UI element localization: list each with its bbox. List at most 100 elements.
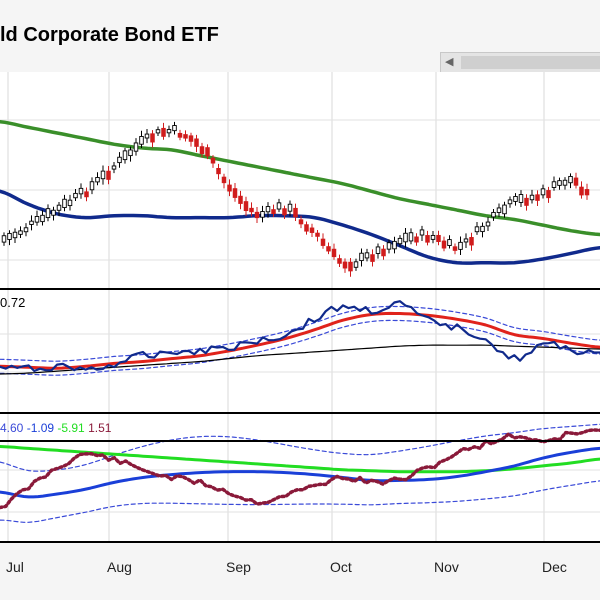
candlestick xyxy=(419,225,425,241)
candle-body xyxy=(23,227,29,233)
x-tick-label: Jul xyxy=(6,559,24,575)
candlestick xyxy=(243,196,249,217)
candlestick xyxy=(524,194,529,211)
candle-body xyxy=(205,147,210,157)
candlestick xyxy=(265,202,271,218)
candle-body xyxy=(188,135,194,142)
candlestick xyxy=(282,205,287,219)
candlestick xyxy=(447,235,452,249)
candlestick xyxy=(474,221,480,235)
candlestick xyxy=(348,258,353,277)
candlestick xyxy=(34,210,40,226)
rsi-upper-band xyxy=(0,305,600,362)
candle-body xyxy=(34,216,40,223)
candlestick xyxy=(73,189,78,202)
candlestick xyxy=(496,203,502,218)
candle-body xyxy=(100,170,106,180)
candlestick xyxy=(469,232,474,251)
candle-body xyxy=(254,211,260,219)
candlestick xyxy=(62,194,67,212)
title-bar: ld Corporate Bond ETF ◀ xyxy=(0,0,600,72)
candlestick xyxy=(370,249,375,267)
candlestick xyxy=(166,125,172,138)
candle-body xyxy=(155,129,161,134)
candle-body xyxy=(287,203,293,212)
candlestick xyxy=(106,165,111,185)
candlestick xyxy=(12,228,18,244)
candlestick xyxy=(89,177,95,195)
candle-body xyxy=(276,202,282,210)
candlestick xyxy=(100,165,106,185)
candlestick xyxy=(579,181,584,199)
candle-body xyxy=(133,142,139,152)
candle-body xyxy=(551,181,557,188)
candle-body xyxy=(463,238,469,243)
candle-body xyxy=(436,234,441,243)
candlestick xyxy=(529,189,535,204)
candle-body xyxy=(177,132,183,138)
scroll-thumb[interactable] xyxy=(461,56,600,69)
candle-body xyxy=(513,196,518,202)
scroll-left-arrow-icon[interactable]: ◀ xyxy=(445,56,454,68)
candlestick xyxy=(513,193,518,206)
candlestick xyxy=(7,230,12,246)
candlestick xyxy=(436,230,441,246)
candlestick xyxy=(249,202,254,217)
candle-body xyxy=(40,214,45,223)
candle-body xyxy=(320,238,326,246)
candle-body xyxy=(122,150,128,161)
candlestick xyxy=(56,201,62,217)
candle-body xyxy=(150,133,155,143)
candlestick xyxy=(381,245,386,260)
candlestick xyxy=(287,200,293,217)
candle-body xyxy=(579,186,584,196)
candle-body xyxy=(304,224,309,232)
candle-body xyxy=(480,225,485,233)
candlestick xyxy=(491,209,496,221)
candlestick xyxy=(551,176,557,191)
candlestick xyxy=(122,147,128,164)
candlestick xyxy=(216,163,221,180)
macd-value: 4.60 xyxy=(0,421,24,435)
candle-body xyxy=(353,261,359,268)
candle-body xyxy=(78,187,84,195)
horizontal-scrollbar[interactable]: ◀ xyxy=(440,52,600,72)
candle-body xyxy=(51,209,56,216)
candle-body xyxy=(331,248,337,258)
candlestick xyxy=(128,146,133,162)
candle-body xyxy=(507,199,513,205)
candle-body xyxy=(227,184,232,192)
candle-body xyxy=(562,179,568,186)
candlestick xyxy=(342,258,348,273)
macd-values-label: 4.60 -1.09 -5.91 1.51 xyxy=(0,421,112,435)
candlestick xyxy=(210,155,216,168)
x-tick-label: Aug xyxy=(107,559,132,575)
candlestick xyxy=(304,221,309,235)
candle-body xyxy=(29,220,34,225)
candle-body xyxy=(260,211,265,218)
candlestick xyxy=(139,130,144,149)
candle-body xyxy=(89,181,95,191)
macd-value: -5.91 xyxy=(54,421,85,435)
candle-body xyxy=(408,232,414,242)
macd-value: 1.51 xyxy=(85,421,112,435)
candle-body xyxy=(238,195,243,204)
candlestick xyxy=(425,230,430,246)
candle-body xyxy=(172,125,177,132)
rsi-line xyxy=(0,300,600,373)
candle-body xyxy=(397,237,403,245)
candle-body xyxy=(183,134,188,139)
candle-body xyxy=(67,199,73,207)
candlestick xyxy=(320,233,326,249)
candlestick xyxy=(480,222,485,238)
candlestick xyxy=(29,215,34,231)
candlestick xyxy=(188,132,194,147)
candle-body xyxy=(474,226,480,233)
candlestick xyxy=(507,196,513,208)
candlestick xyxy=(546,186,551,203)
candle-body xyxy=(1,235,7,243)
candlestick xyxy=(535,190,540,206)
candle-body xyxy=(194,138,199,147)
candle-body xyxy=(381,248,386,257)
candle-body xyxy=(546,190,551,199)
